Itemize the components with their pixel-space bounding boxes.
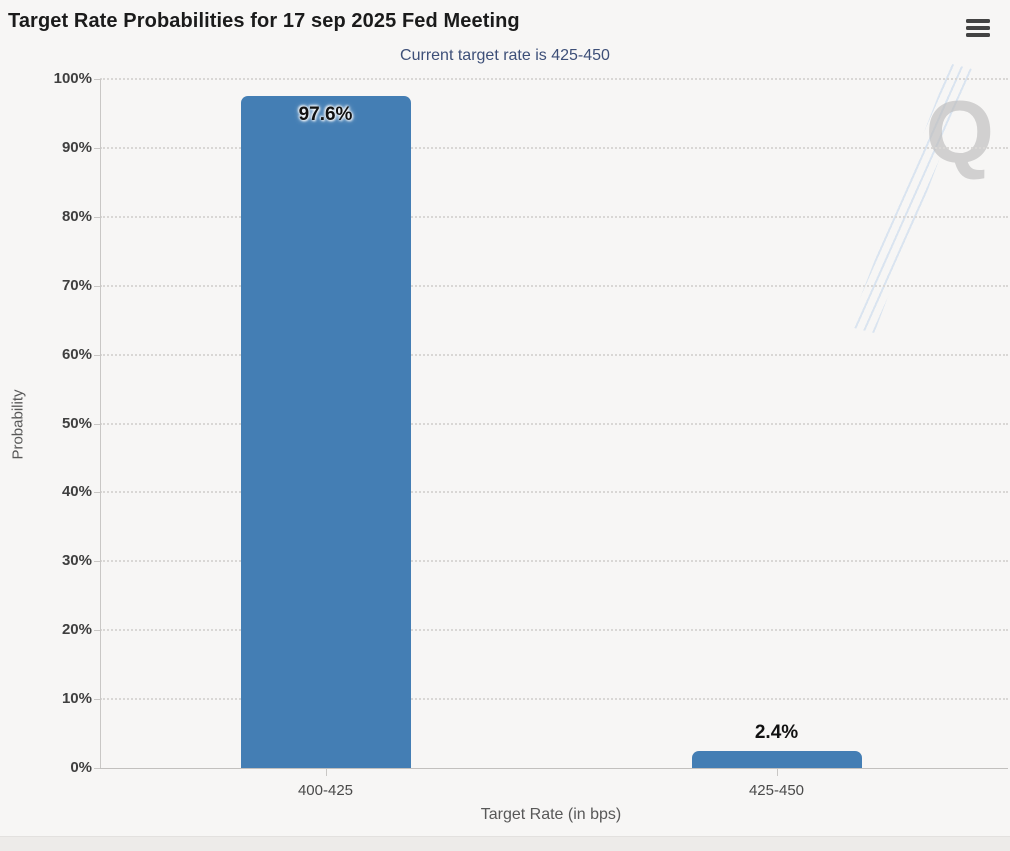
x-axis-title: Target Rate (in bps) xyxy=(480,806,622,823)
gridline-10% xyxy=(100,698,1008,701)
current-target-rate-subtitle: Current target rate is 425-450 xyxy=(400,47,610,64)
y-axis-title: Probability xyxy=(9,389,27,460)
gridline-60% xyxy=(100,353,1008,356)
y-tick-mark xyxy=(94,79,100,80)
gridline-90% xyxy=(100,146,1008,149)
y-tick-mark xyxy=(94,492,100,494)
x-tick-label-425-450: 425-450 xyxy=(748,782,805,799)
y-tick-mark xyxy=(94,630,100,632)
y-tick-label: 70% xyxy=(61,276,92,294)
y-tick-mark xyxy=(94,285,100,287)
x-axis-line xyxy=(100,768,1008,769)
x-tick-mark xyxy=(325,769,327,776)
y-tick-mark xyxy=(94,216,100,218)
hamburger-menu-button[interactable] xyxy=(964,14,992,40)
bar-value-label: 2.4% xyxy=(754,722,799,744)
gridline-50% xyxy=(100,422,1008,425)
y-tick-mark xyxy=(94,768,100,769)
y-tick-label: 80% xyxy=(61,207,92,225)
y-tick-label: 0% xyxy=(70,759,92,776)
gridline-20% xyxy=(100,629,1008,632)
y-tick-label: 50% xyxy=(61,414,92,432)
hamburger-icon xyxy=(966,19,990,23)
y-tick-label: 20% xyxy=(61,621,92,639)
y-tick-label: 60% xyxy=(61,345,92,363)
bar-400-425[interactable] xyxy=(240,95,411,768)
hamburger-icon xyxy=(966,33,990,37)
y-tick-label: 10% xyxy=(61,690,92,708)
bottom-band xyxy=(0,836,1010,851)
y-tick-mark xyxy=(94,147,100,149)
x-tick-label-400-425: 400-425 xyxy=(297,782,354,799)
y-tick-label: 100% xyxy=(53,70,92,87)
y-tick-mark xyxy=(94,354,100,356)
y-tick-mark xyxy=(94,561,100,563)
y-tick-label: 90% xyxy=(61,138,92,156)
y-tick-label: 30% xyxy=(61,552,92,570)
y-tick-label: 40% xyxy=(61,483,92,501)
bar-value-label: 97.6% xyxy=(298,103,353,125)
gridline-40% xyxy=(100,491,1008,494)
y-tick-mark xyxy=(94,423,100,425)
y-tick-mark xyxy=(94,699,100,701)
y-axis-line xyxy=(100,79,101,768)
chart-title: Target Rate Probabilities for 17 sep 202… xyxy=(8,10,520,32)
gridline-80% xyxy=(100,215,1008,218)
bar-425-450[interactable] xyxy=(691,751,862,768)
gridline-100% xyxy=(100,78,1008,80)
watermark-q-logo: Q xyxy=(925,82,994,181)
x-tick-mark xyxy=(776,769,778,776)
gridline-70% xyxy=(100,284,1008,287)
hamburger-icon xyxy=(966,26,990,30)
gridline-30% xyxy=(100,560,1008,563)
